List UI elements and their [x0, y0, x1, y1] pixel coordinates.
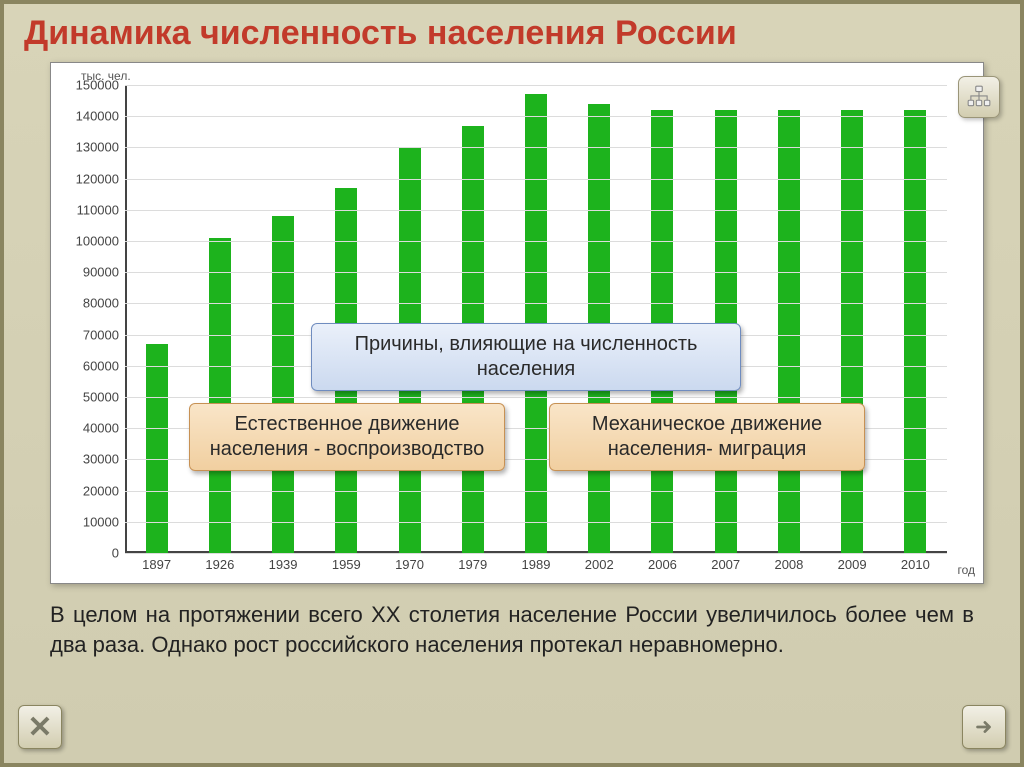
x-tick-label: 1897: [142, 553, 171, 572]
y-tick-label: 10000: [83, 514, 125, 529]
callout-causes-text: Причины, влияющие на численность населен…: [355, 333, 698, 380]
y-tick-label: 100000: [76, 233, 125, 248]
x-tick-label: 2007: [711, 553, 740, 572]
callout-migration: Механическое движение населения- миграци…: [549, 403, 865, 471]
summary-text: В целом на протяжении всего XX столетия …: [50, 600, 974, 659]
slide-title: Динамика численность населения России: [4, 4, 1020, 57]
y-tick-label: 80000: [83, 296, 125, 311]
hierarchy-icon: [966, 84, 992, 110]
callout-migration-text: Механическое движение населения- миграци…: [592, 413, 822, 460]
y-tick-label: 20000: [83, 483, 125, 498]
y-tick-label: 70000: [83, 327, 125, 342]
x-tick-label: 2008: [774, 553, 803, 572]
y-tick-label: 130000: [76, 140, 125, 155]
x-tick-label: 1970: [395, 553, 424, 572]
grid-line: [125, 116, 947, 117]
grid-line: [125, 85, 947, 86]
close-icon: ✕: [27, 710, 52, 745]
y-tick-label: 140000: [76, 109, 125, 124]
grid-line: [125, 241, 947, 242]
x-tick-label: 2002: [585, 553, 614, 572]
x-tick-label: 2010: [901, 553, 930, 572]
y-tick-label: 60000: [83, 358, 125, 373]
y-tick-label: 110000: [77, 202, 125, 217]
bar-2009: [841, 110, 863, 553]
grid-line: [125, 397, 947, 398]
x-tick-label: 2009: [838, 553, 867, 572]
x-tick-label: 2006: [648, 553, 677, 572]
x-tick-label: 1979: [458, 553, 487, 572]
chart-plot: 0100002000030000400005000060000700008000…: [125, 85, 947, 553]
bar-2010: [904, 110, 926, 553]
x-tick-label: 1959: [332, 553, 361, 572]
x-tick-label: 1926: [205, 553, 234, 572]
grid-line: [125, 303, 947, 304]
grid-line: [125, 491, 947, 492]
bars-layer: [125, 85, 947, 553]
y-tick-label: 90000: [83, 265, 125, 280]
org-chart-icon[interactable]: [958, 76, 1000, 118]
y-tick-label: 120000: [76, 171, 125, 186]
grid-line: [125, 147, 947, 148]
x-axis-label: год: [957, 563, 975, 577]
callout-natural-text: Естественное движение населения - воспро…: [210, 413, 485, 460]
slide-frame: Динамика численность населения России ты…: [0, 0, 1024, 767]
y-tick-label: 150000: [76, 78, 125, 93]
grid-line: [125, 272, 947, 273]
bar-2008: [778, 110, 800, 553]
grid-line: [125, 210, 947, 211]
grid-line: [125, 522, 947, 523]
x-tick-label: 1939: [269, 553, 298, 572]
bar-1926: [209, 238, 231, 553]
bar-1939: [272, 216, 294, 553]
y-tick-label: 40000: [83, 421, 125, 436]
arrow-right-icon: [973, 716, 995, 738]
callout-natural: Естественное движение населения - воспро…: [189, 403, 505, 471]
y-tick-label: 0: [112, 546, 125, 561]
x-tick-label: 1989: [522, 553, 551, 572]
y-tick-label: 30000: [83, 452, 125, 467]
close-button[interactable]: ✕: [18, 705, 62, 749]
y-tick-label: 50000: [83, 389, 125, 404]
next-button[interactable]: [962, 705, 1006, 749]
grid-line: [125, 179, 947, 180]
callout-causes: Причины, влияющие на численность населен…: [311, 323, 741, 391]
chart-container: тыс. чел. год 01000020000300004000050000…: [50, 62, 984, 584]
